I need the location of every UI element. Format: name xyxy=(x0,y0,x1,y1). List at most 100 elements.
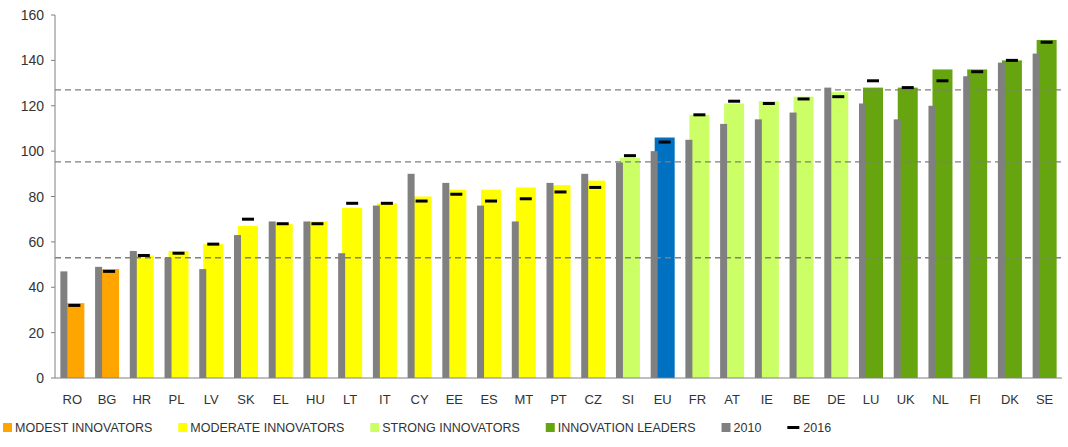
legend-label: INNOVATION LEADERS xyxy=(558,421,696,435)
dash-marker xyxy=(207,243,219,246)
bar-2010 xyxy=(373,206,380,378)
bar-2010 xyxy=(512,221,519,378)
bar-2010 xyxy=(616,162,623,378)
bar-2010 xyxy=(60,271,67,378)
bar-2010 xyxy=(338,253,345,378)
x-tick-label: BG xyxy=(98,392,117,407)
dash-marker xyxy=(936,79,948,82)
x-tick-label: AT xyxy=(724,392,740,407)
legend-label: 2016 xyxy=(803,421,831,435)
bar-2010 xyxy=(824,88,831,378)
dash-marker xyxy=(624,154,636,157)
x-tick-label: UK xyxy=(897,392,915,407)
dash-marker xyxy=(346,202,358,205)
x-tick-label: RO xyxy=(63,392,83,407)
bar-2010 xyxy=(963,76,970,378)
x-tick-label: LU xyxy=(863,392,880,407)
dash-marker xyxy=(1041,41,1053,44)
y-tick xyxy=(51,15,55,16)
dash-marker xyxy=(277,222,289,225)
bar-2010 xyxy=(165,258,172,378)
dash-marker xyxy=(589,186,601,189)
bar-2010 xyxy=(477,206,484,378)
bar-2010 xyxy=(755,119,762,378)
series-2 xyxy=(68,41,1052,307)
bar-2010 xyxy=(1033,54,1040,378)
legend-swatch xyxy=(546,423,555,432)
y-tick xyxy=(51,196,55,197)
dash-marker xyxy=(1006,59,1018,62)
reference-line xyxy=(55,161,1062,162)
y-tick-label: 20 xyxy=(28,325,44,341)
dash-marker xyxy=(902,86,914,89)
x-tick-label: FR xyxy=(689,392,706,407)
y-tick xyxy=(51,332,55,333)
x-tick-label: FI xyxy=(969,392,981,407)
dash-marker xyxy=(693,113,705,116)
marks xyxy=(55,40,1062,378)
dash-marker xyxy=(728,100,740,103)
y-tick-label: 160 xyxy=(21,7,45,23)
dash-marker xyxy=(555,190,567,193)
dash-marker xyxy=(416,200,428,203)
y-tick xyxy=(51,60,55,61)
legend-swatch xyxy=(370,423,379,432)
x-tick-label: BE xyxy=(793,392,811,407)
x-tick-label: SK xyxy=(237,392,255,407)
y-tick-label: 60 xyxy=(28,234,44,250)
y-tick-label: 100 xyxy=(21,143,45,159)
y-tick-label: 80 xyxy=(28,189,44,205)
legend-label: 2010 xyxy=(734,421,762,435)
x-tick-label: CY xyxy=(411,392,429,407)
y-axis xyxy=(55,15,56,378)
dash-marker xyxy=(242,218,254,221)
bar-2010 xyxy=(790,113,797,378)
y-tick-label: 40 xyxy=(28,279,44,295)
bar-2010 xyxy=(130,251,137,378)
legend-label: STRONG INNOVATORS xyxy=(382,421,520,435)
dash-marker xyxy=(138,254,150,257)
chart: 020406080100120140160ROBGHRPLLVSKELHULTI… xyxy=(0,0,1068,447)
bar-2010 xyxy=(651,151,658,378)
dash-marker xyxy=(763,102,775,105)
dash-marker xyxy=(798,97,810,100)
dash-marker xyxy=(450,193,462,196)
legend-label: MODEST INNOVATORS xyxy=(15,421,152,435)
dash-marker xyxy=(659,141,671,144)
dash-marker xyxy=(103,270,115,273)
bar-2010 xyxy=(269,221,276,378)
bar-2010 xyxy=(303,221,310,378)
dash-marker xyxy=(832,95,844,98)
bar-2010 xyxy=(95,267,102,378)
x-tick-label: SI xyxy=(622,392,634,407)
reference-line xyxy=(55,89,1062,90)
dash-marker xyxy=(485,200,497,203)
y-tick-label: 0 xyxy=(36,370,44,386)
dash-marker xyxy=(971,70,983,73)
x-tick-label: HU xyxy=(306,392,325,407)
series-0 xyxy=(64,40,1056,378)
bar-2010 xyxy=(859,103,866,378)
x-tick-label: NL xyxy=(932,392,949,407)
dash-marker xyxy=(311,222,323,225)
dash-marker xyxy=(381,202,393,205)
bar-2010 xyxy=(928,106,935,378)
x-tick-label: SE xyxy=(1036,392,1054,407)
x-tick-label: IE xyxy=(761,392,774,407)
legend-label: MODERATE INNOVATORS xyxy=(190,421,344,435)
bar-2010 xyxy=(685,140,692,378)
y-tick xyxy=(51,378,55,379)
x-axis xyxy=(55,378,1062,379)
x-tick-label: EL xyxy=(273,392,289,407)
y-tick-label: 140 xyxy=(21,52,45,68)
y-tick xyxy=(51,105,55,106)
dash-marker xyxy=(867,79,879,82)
x-tick-label: PL xyxy=(169,392,185,407)
legend: MODEST INNOVATORS MODERATE INNOVATORS STRO… xyxy=(3,421,831,435)
bar-2010 xyxy=(998,63,1005,378)
x-tick-label: DE xyxy=(827,392,845,407)
x-tick-label: HR xyxy=(132,392,151,407)
bar-2010 xyxy=(547,183,554,378)
bar-2010 xyxy=(581,174,588,378)
x-tick-label: LT xyxy=(343,392,357,407)
